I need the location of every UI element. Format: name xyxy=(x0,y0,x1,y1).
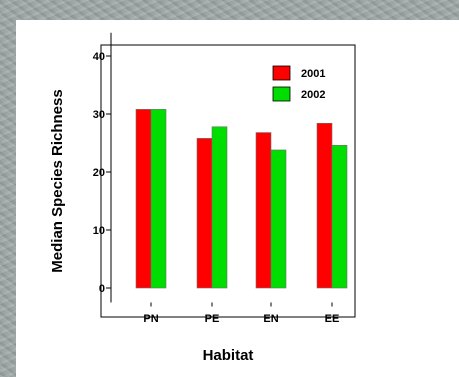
legend: 2001 2002 xyxy=(272,65,325,102)
bar-2001-EN xyxy=(255,132,272,289)
x-axis-title: Habitat xyxy=(203,347,254,364)
bar-2001-EE xyxy=(316,122,333,289)
y-tick-label: 30 xyxy=(93,109,105,121)
y-tick-label: 0 xyxy=(99,283,105,295)
bar-chart: 0 10 20 30 40 PN PE EN EE Median Species Richne… xyxy=(49,32,356,364)
y-tick-label: 40 xyxy=(93,51,105,63)
bar-series xyxy=(135,109,348,289)
y-tick-label: 10 xyxy=(93,225,105,237)
y-tick-label: 20 xyxy=(93,167,105,179)
bar-2001-PN xyxy=(135,109,152,289)
bar-2002-EN xyxy=(270,149,287,289)
legend-swatch-2001 xyxy=(272,65,291,81)
bar-2001-PE xyxy=(196,138,213,289)
legend-label-2002: 2002 xyxy=(301,89,325,101)
x-tick-label-pn: PN xyxy=(143,313,158,325)
chart-panel: 0 10 20 30 40 PN PE EN EE Median Species Richne… xyxy=(16,20,459,377)
x-tick-label-ee: EE xyxy=(325,313,340,325)
y-axis-title: Median Species Richness xyxy=(49,89,66,272)
legend-label-2001: 2001 xyxy=(301,68,325,80)
y-axis: 0 10 20 30 40 xyxy=(93,32,112,303)
legend-swatch-2002 xyxy=(272,86,291,102)
x-tick-label-en: EN xyxy=(263,313,278,325)
bar-2002-PN xyxy=(150,109,167,289)
x-tick-label-pe: PE xyxy=(205,313,220,325)
bar-2002-PE xyxy=(211,126,228,289)
bar-2002-EE xyxy=(331,145,348,289)
x-axis: PN PE EN EE xyxy=(143,302,340,325)
